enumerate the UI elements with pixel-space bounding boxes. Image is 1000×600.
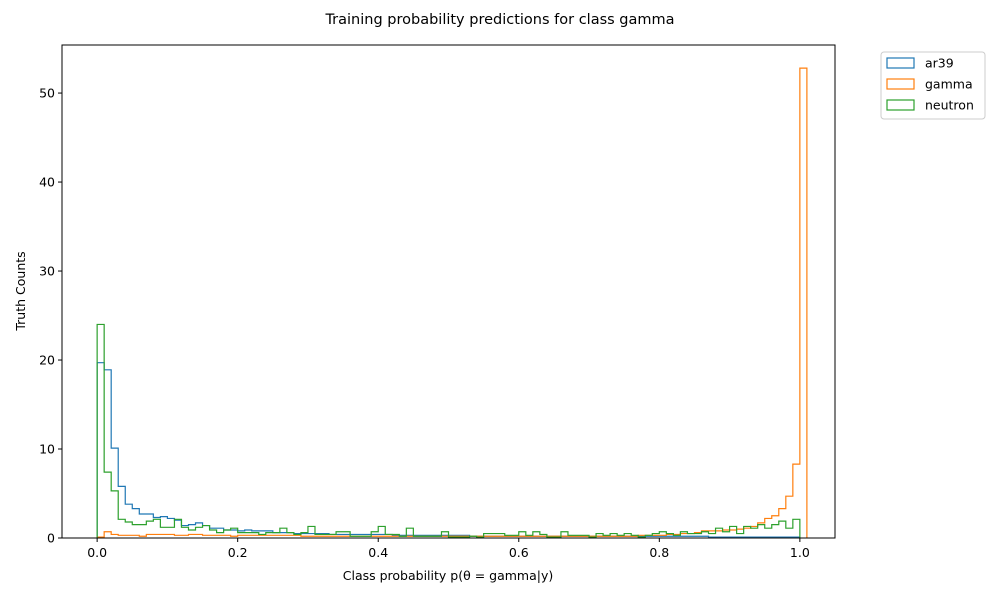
x-tick-label: 0.6 <box>509 545 529 560</box>
x-tick-label: 0.0 <box>87 545 107 560</box>
x-axis-ticks: 0.0 0.2 0.4 0.6 0.8 1.0 <box>87 538 810 560</box>
y-axis-label: Truth Counts <box>13 251 28 331</box>
chart-title: Training probability predictions for cla… <box>324 12 674 28</box>
legend-box <box>880 51 986 120</box>
histogram-series <box>96 67 808 538</box>
y-tick-label: 50 <box>39 86 55 101</box>
legend-label-gamma: gamma <box>925 77 973 92</box>
legend-swatch-neutron <box>886 99 915 111</box>
y-tick-label: 40 <box>39 175 55 190</box>
x-tick-label: 0.2 <box>228 545 248 560</box>
x-tick-label: 1.0 <box>790 545 810 560</box>
x-tick-label: 0.4 <box>368 545 388 560</box>
legend-label-neutron: neutron <box>925 98 974 113</box>
x-tick-label: 0.8 <box>649 545 669 560</box>
y-tick-label: 30 <box>39 264 55 279</box>
y-tick-label: 10 <box>39 442 55 457</box>
y-axis-ticks: 0 10 20 30 40 50 <box>39 86 62 546</box>
series-gamma-steps <box>96 67 808 538</box>
legend-label-ar39: ar39 <box>925 56 954 71</box>
series-neutron-steps <box>96 323 801 538</box>
plot-area-frame <box>61 44 836 539</box>
y-tick-label: 0 <box>47 531 55 546</box>
legend-swatch-ar39 <box>886 57 915 69</box>
legend: ar39 gamma neutron <box>880 51 986 120</box>
x-axis-label: Class probability p(θ = gamma|y) <box>343 568 554 583</box>
legend-swatch-gamma <box>886 78 915 90</box>
y-tick-label: 20 <box>39 353 55 368</box>
series-ar39-steps <box>96 362 801 538</box>
